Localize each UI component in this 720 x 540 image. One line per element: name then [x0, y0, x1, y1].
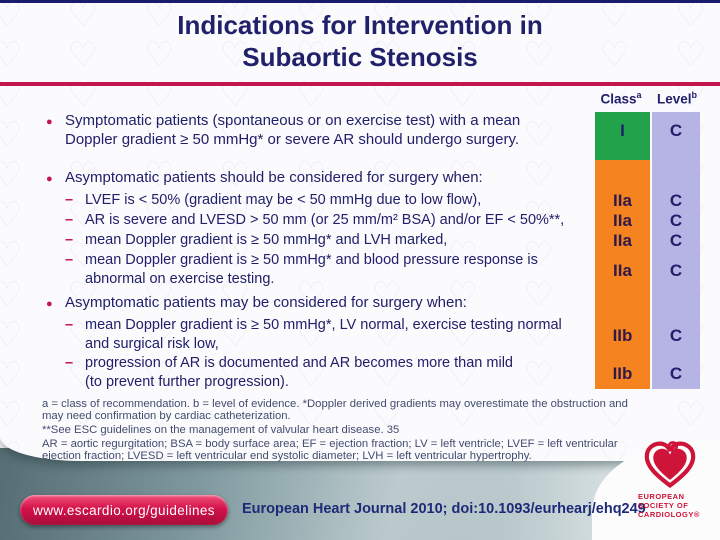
level-cell: C — [669, 120, 683, 140]
indication-row: Symptomatic patients (spontaneous or on … — [36, 111, 704, 149]
footnote-line: AR = aortic regurgitation; BSA = body su… — [42, 438, 618, 462]
heart-icon — [644, 441, 696, 489]
class-cell: IIb — [612, 363, 633, 383]
indication-text: Asymptomatic patients may be considered … — [36, 293, 584, 314]
footnote-line: **See ESC guidelines on the management o… — [42, 424, 400, 436]
level-cell: C — [669, 191, 683, 210]
indication-text: Asymptomatic patients should be consider… — [36, 168, 584, 189]
indication-row: mean Doppler gradient is ≥ 50 mmHg*, LV … — [36, 316, 704, 354]
guidelines-link-button[interactable]: www.escardio.org/guidelines — [20, 495, 228, 525]
level-cell: C — [669, 231, 683, 250]
indication-text: mean Doppler gradient is ≥ 50 mmHg* and … — [36, 251, 584, 289]
footnotes: a = class of recommendation. b = level o… — [42, 398, 678, 464]
level-column-header: Levelb — [648, 90, 706, 107]
esc-logo: EUROPEAN SOCIETY OF CARDIOLOGY® — [624, 439, 716, 519]
top-border-line — [0, 0, 720, 3]
class-cell: IIb — [612, 325, 633, 345]
indication-row: Asymptomatic patients may be considered … — [36, 293, 704, 314]
class-strip-green — [595, 112, 650, 160]
class-column-header: Classa — [586, 90, 656, 107]
class-header-sup: a — [636, 90, 642, 100]
esc-logo-text: EUROPEAN SOCIETY OF CARDIOLOGY® — [638, 492, 700, 519]
class-cell: I — [620, 120, 625, 140]
class-cell: IIa — [613, 211, 632, 230]
level-header-label: Level — [656, 91, 692, 107]
indication-row: LVEF is < 50% (gradient may be < 50 mmHg… — [36, 191, 704, 210]
slide-title: Indications for Intervention in Subaorti… — [177, 10, 543, 72]
class-cell: IIa — [613, 191, 632, 210]
level-cell: C — [669, 363, 683, 383]
indication-row: mean Doppler gradient is ≥ 50 mmHg* and … — [36, 231, 704, 250]
class-cell: IIa — [613, 260, 632, 280]
indication-text: progression of AR is documented and AR b… — [36, 354, 584, 392]
level-cell: C — [669, 211, 683, 230]
title-divider — [0, 82, 720, 86]
class-cell: IIa — [613, 231, 632, 250]
class-header-label: Class — [600, 91, 637, 107]
level-header-sup: b — [691, 90, 698, 100]
indication-text: LVEF is < 50% (gradient may be < 50 mmHg… — [36, 191, 584, 210]
level-strip-lavender — [652, 112, 700, 389]
level-cell: C — [669, 325, 683, 345]
indication-row: progression of AR is documented and AR b… — [36, 354, 704, 392]
footnote-line: a = class of recommendation. b = level o… — [42, 398, 628, 422]
indication-text: AR is severe and LVESD > 50 mm (or 25 mm… — [36, 211, 584, 230]
class-strip-orange — [595, 160, 650, 389]
indication-row: Asymptomatic patients should be consider… — [36, 168, 704, 189]
indication-text: Symptomatic patients (spontaneous or on … — [36, 111, 584, 149]
level-cell: C — [669, 260, 683, 280]
indication-text: mean Doppler gradient is ≥ 50 mmHg* and … — [36, 231, 584, 250]
indication-row: mean Doppler gradient is ≥ 50 mmHg* and … — [36, 251, 704, 289]
indication-row: AR is severe and LVESD > 50 mm (or 25 mm… — [36, 211, 704, 230]
indications-table: Classa Levelb Symptomatic patients (spon… — [36, 88, 704, 403]
indication-text: mean Doppler gradient is ≥ 50 mmHg*, LV … — [36, 316, 584, 354]
journal-citation: European Heart Journal 2010; doi:10.1093… — [242, 501, 646, 517]
